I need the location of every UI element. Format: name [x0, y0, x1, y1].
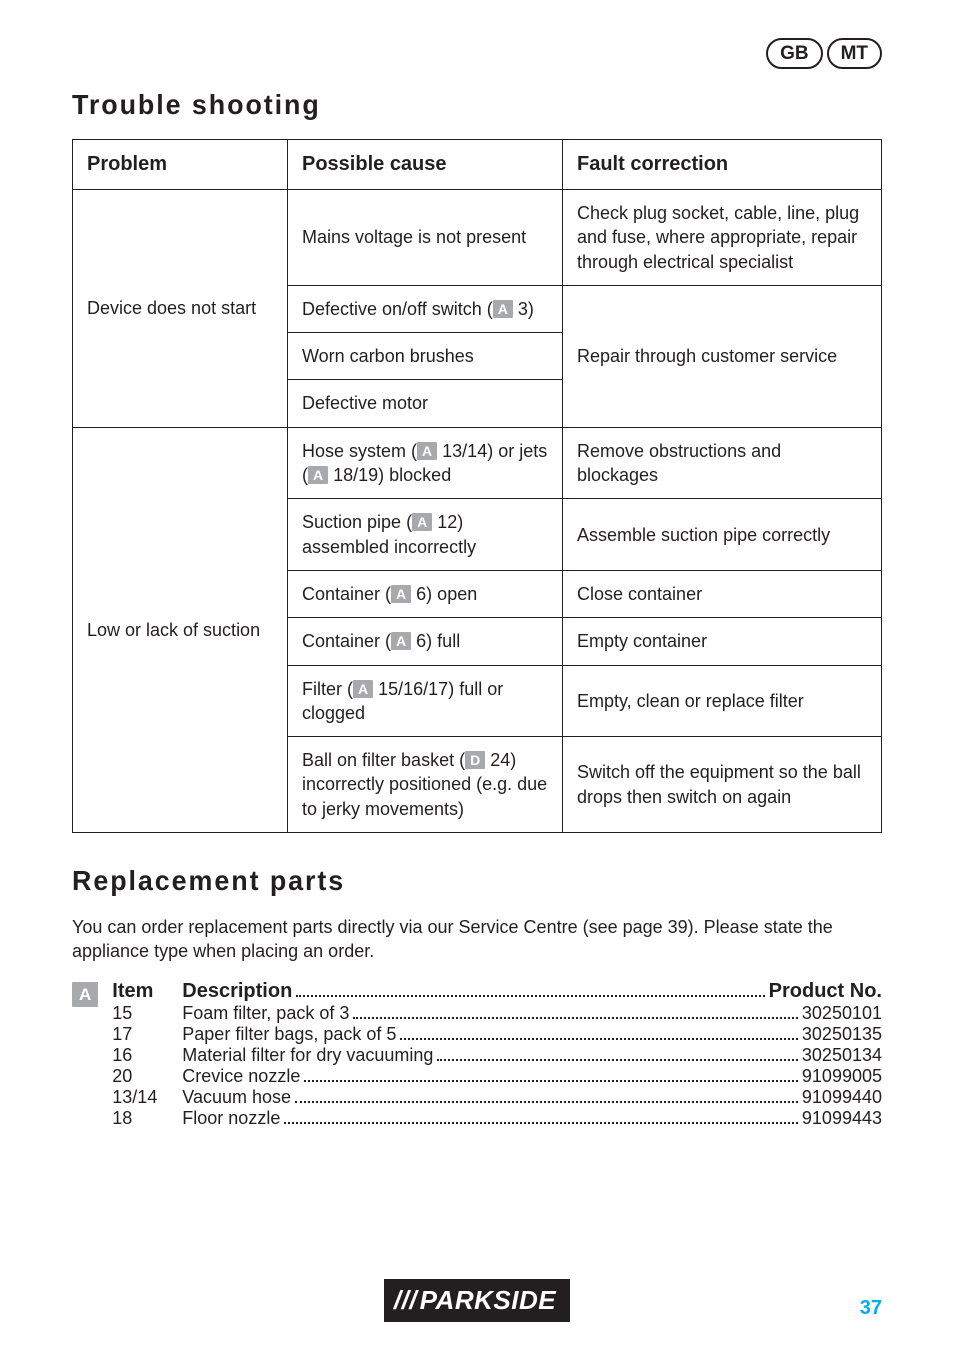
- parts-line: 17Paper filter bags, pack of 5 30250135: [112, 1024, 882, 1045]
- parts-line: 15Foam filter, pack of 3 30250101: [112, 1003, 882, 1024]
- cause-text: Container (: [302, 631, 391, 651]
- cell-fix: Empty container: [563, 618, 882, 665]
- cell-fix: Repair through customer service: [563, 285, 882, 427]
- cell-fix: Empty, clean or replace filter: [563, 665, 882, 737]
- part-item: 13/14: [112, 1087, 182, 1108]
- parts-listing: A Item Description Product No. 15Foam fi…: [72, 980, 882, 1129]
- cell-cause: Filter (A 15/16/17) full or clogged: [288, 665, 563, 737]
- cell-fix: Switch off the equipment so the ball dro…: [563, 737, 882, 833]
- leader-dots: [400, 1038, 798, 1040]
- th-correction: Fault correction: [563, 140, 882, 190]
- ref-icon: D: [465, 751, 485, 769]
- part-prod: 91099443: [802, 1108, 882, 1129]
- part-item: 15: [112, 1003, 182, 1024]
- cell-cause: Worn carbon brushes: [288, 333, 563, 380]
- cell-cause: Ball on filter basket (D 24) incorrectly…: [288, 737, 563, 833]
- parts-line: 16Material filter for dry vacuuming 3025…: [112, 1045, 882, 1066]
- ref-icon: A: [412, 513, 432, 531]
- cell-cause: Mains voltage is not present: [288, 190, 563, 286]
- leader-dots: [296, 995, 764, 997]
- table-row: Device does not start Mains voltage is n…: [73, 190, 882, 286]
- hdr-item: Item: [112, 980, 182, 1003]
- cell-cause: Defective motor: [288, 380, 563, 427]
- cause-text: 18/19) blocked: [328, 465, 451, 485]
- table-header-row: Problem Possible cause Fault correction: [73, 140, 882, 190]
- cell-problem: Low or lack of suction: [73, 427, 288, 832]
- cause-text: Ball on filter basket (: [302, 750, 465, 770]
- hdr-prod: Product No.: [769, 980, 882, 1003]
- part-prod: 30250135: [802, 1024, 882, 1045]
- part-desc: Floor nozzle: [182, 1108, 280, 1129]
- part-desc: Material filter for dry vacuuming: [182, 1045, 433, 1066]
- cell-cause: Container (A 6) full: [288, 618, 563, 665]
- part-item: 16: [112, 1045, 182, 1066]
- table-row: Low or lack of suction Hose system (A 13…: [73, 427, 882, 499]
- ref-icon: A: [391, 632, 411, 650]
- cause-text: Defective on/off switch (: [302, 299, 493, 319]
- leader-dots: [353, 1017, 798, 1019]
- part-prod: 91099005: [802, 1066, 882, 1087]
- cell-fix: Check plug socket, cable, line, plug and…: [563, 190, 882, 286]
- cell-fix: Remove obstructions and blockages: [563, 427, 882, 499]
- cell-cause: Container (A 6) open: [288, 570, 563, 617]
- cell-fix: Close container: [563, 570, 882, 617]
- cell-cause: Hose system (A 13/14) or jets (A 18/19) …: [288, 427, 563, 499]
- th-problem: Problem: [73, 140, 288, 190]
- replacement-parts-title: Replacement parts: [72, 865, 850, 897]
- part-desc: Foam filter, pack of 3: [182, 1003, 349, 1024]
- leader-dots: [304, 1080, 798, 1082]
- part-prod: 30250134: [802, 1045, 882, 1066]
- parts-header: Item Description Product No.: [112, 980, 882, 1003]
- trouble-shooting-title: Trouble shooting: [72, 89, 850, 121]
- parts-badge: A: [72, 982, 98, 1007]
- ref-icon: A: [417, 442, 437, 460]
- ref-icon: A: [353, 680, 373, 698]
- parts-table: Item Description Product No. 15Foam filt…: [112, 980, 882, 1129]
- part-desc: Crevice nozzle: [182, 1066, 300, 1087]
- logo-text: PARKSIDE: [412, 1285, 556, 1315]
- cause-text: 3): [513, 299, 534, 319]
- cause-text: Container (: [302, 584, 391, 604]
- part-item: 17: [112, 1024, 182, 1045]
- part-item: 20: [112, 1066, 182, 1087]
- ref-icon: A: [72, 982, 98, 1007]
- cell-cause: Suction pipe (A 12) assembled incorrectl…: [288, 499, 563, 571]
- leader-dots: [295, 1101, 798, 1103]
- part-item: 18: [112, 1108, 182, 1129]
- cause-text: Filter (: [302, 679, 353, 699]
- th-cause: Possible cause: [288, 140, 563, 190]
- hdr-desc: Description: [182, 980, 292, 1003]
- cause-text: 6) full: [411, 631, 460, 651]
- cause-text: Suction pipe (: [302, 512, 412, 532]
- ref-icon: A: [493, 300, 513, 318]
- parkside-logo: /// PARKSIDE: [384, 1279, 570, 1322]
- cell-fix: Assemble suction pipe correctly: [563, 499, 882, 571]
- logo-slashes: ///: [394, 1285, 412, 1316]
- page-number: 37: [860, 1297, 882, 1320]
- parts-line: 13/14Vacuum hose 91099440: [112, 1087, 882, 1108]
- part-prod: 30250101: [802, 1003, 882, 1024]
- part-desc: Paper filter bags, pack of 5: [182, 1024, 396, 1045]
- country-pills: GBMT: [72, 38, 882, 69]
- ref-icon: A: [308, 466, 328, 484]
- cause-text: 6) open: [411, 584, 477, 604]
- part-desc: Vacuum hose: [182, 1087, 291, 1108]
- pill-mt: MT: [827, 38, 882, 69]
- ref-icon: A: [391, 585, 411, 603]
- parts-line: 18Floor nozzle 91099443: [112, 1108, 882, 1129]
- replacement-note: You can order replacement parts directly…: [72, 915, 882, 964]
- cell-problem: Device does not start: [73, 190, 288, 428]
- cause-text: Hose system (: [302, 441, 417, 461]
- logo: /// PARKSIDE: [0, 1279, 954, 1322]
- leader-dots: [437, 1059, 798, 1061]
- trouble-table: Problem Possible cause Fault correction …: [72, 139, 882, 833]
- cell-cause: Defective on/off switch (A 3): [288, 285, 563, 332]
- part-prod: 91099440: [802, 1087, 882, 1108]
- pill-gb: GB: [766, 38, 823, 69]
- parts-line: 20Crevice nozzle 91099005: [112, 1066, 882, 1087]
- leader-dots: [284, 1122, 798, 1124]
